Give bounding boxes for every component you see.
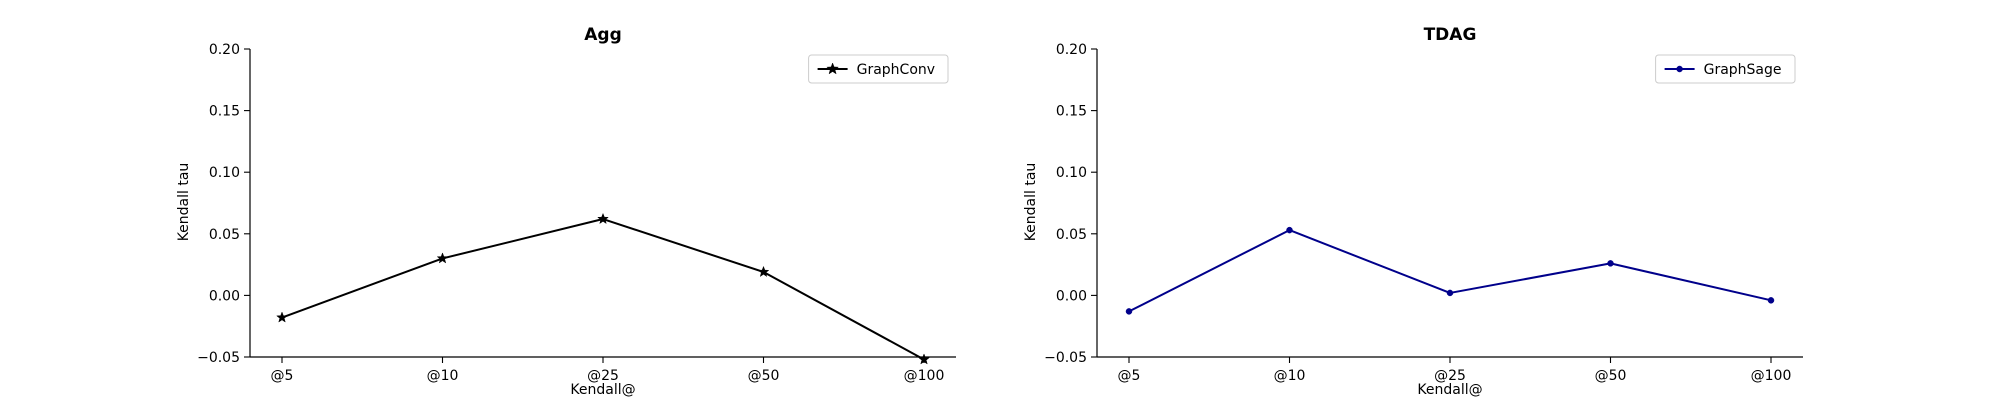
legend: GraphSage bbox=[1655, 54, 1796, 84]
legend-frame bbox=[1655, 54, 1796, 84]
chart-agg: Agg Kendall@ Kendall tau −0.05 0.00 0.05 0.… bbox=[176, 25, 956, 398]
x-tick-label: @10 bbox=[427, 368, 459, 384]
legend-star-marker bbox=[826, 62, 839, 75]
y-tick-label: −0.05 bbox=[1044, 350, 1087, 366]
x-tick-label: @25 bbox=[1434, 368, 1466, 384]
data-point-dot-marker bbox=[1125, 308, 1133, 315]
y-tick-label: −0.05 bbox=[197, 350, 240, 366]
legend-label: GraphSage bbox=[1704, 62, 1782, 78]
ticks: −0.05 0.00 0.05 0.10 0.15 0.20 @5 @10 @25 @50 @100 bbox=[1044, 42, 1803, 384]
chart-title: Agg bbox=[584, 25, 622, 45]
x-tick-label: @50 bbox=[748, 368, 780, 384]
data-point-dot-marker bbox=[1446, 289, 1454, 297]
y-tick-label: 0.00 bbox=[1056, 288, 1087, 304]
data-point-star-marker bbox=[757, 265, 770, 278]
x-tick-label: @5 bbox=[271, 368, 294, 384]
data-point-star-marker bbox=[918, 353, 930, 365]
legend-dot-marker bbox=[1676, 65, 1683, 73]
y-axis-label: Kendall tau bbox=[1023, 163, 1039, 242]
data-point-star-marker bbox=[276, 311, 288, 323]
data-point-dot-marker bbox=[1286, 226, 1293, 234]
series-line bbox=[281, 218, 925, 361]
y-axis-label: Kendall tau bbox=[176, 163, 192, 242]
chart-title: TDAG bbox=[1424, 25, 1477, 45]
ticks: −0.05 0.00 0.05 0.10 0.15 0.20 @5 @10 @25 @50 @100 bbox=[197, 42, 956, 384]
y-tick-label: 0.05 bbox=[209, 227, 240, 243]
marks bbox=[276, 212, 930, 365]
chart-tdag: TDAG Kendall@ Kendall tau −0.05 0.00 0.05 0… bbox=[1023, 25, 1803, 398]
x-tick-label: @25 bbox=[587, 368, 619, 384]
x-tick-label: @50 bbox=[1595, 368, 1627, 384]
y-tick-label: 0.15 bbox=[1056, 104, 1087, 120]
x-tick-label: @10 bbox=[1274, 368, 1306, 384]
data-point-dot-marker bbox=[1767, 297, 1775, 304]
legend-label: GraphConv bbox=[857, 62, 935, 78]
x-axis-label: Kendall@ bbox=[570, 382, 635, 398]
y-tick-label: 0.05 bbox=[1056, 227, 1087, 243]
legend-frame bbox=[808, 54, 949, 84]
data-point-star-marker bbox=[597, 212, 609, 225]
y-tick-label: 0.15 bbox=[209, 104, 240, 120]
marks bbox=[1125, 226, 1775, 315]
data-point-star-marker bbox=[436, 252, 449, 264]
y-tick-label: 0.20 bbox=[209, 42, 240, 58]
x-tick-label: @100 bbox=[904, 368, 945, 384]
legend: GraphConv bbox=[808, 54, 949, 84]
data-point-dot-marker bbox=[1607, 260, 1614, 267]
x-tick-label: @5 bbox=[1118, 368, 1141, 384]
series-line bbox=[1128, 229, 1772, 313]
y-tick-label: 0.20 bbox=[1056, 42, 1087, 58]
x-tick-label: @100 bbox=[1751, 368, 1792, 384]
y-tick-label: 0.10 bbox=[209, 165, 240, 181]
y-tick-label: 0.10 bbox=[1056, 165, 1087, 181]
y-tick-label: 0.00 bbox=[209, 288, 240, 304]
x-axis-label: Kendall@ bbox=[1417, 382, 1482, 398]
